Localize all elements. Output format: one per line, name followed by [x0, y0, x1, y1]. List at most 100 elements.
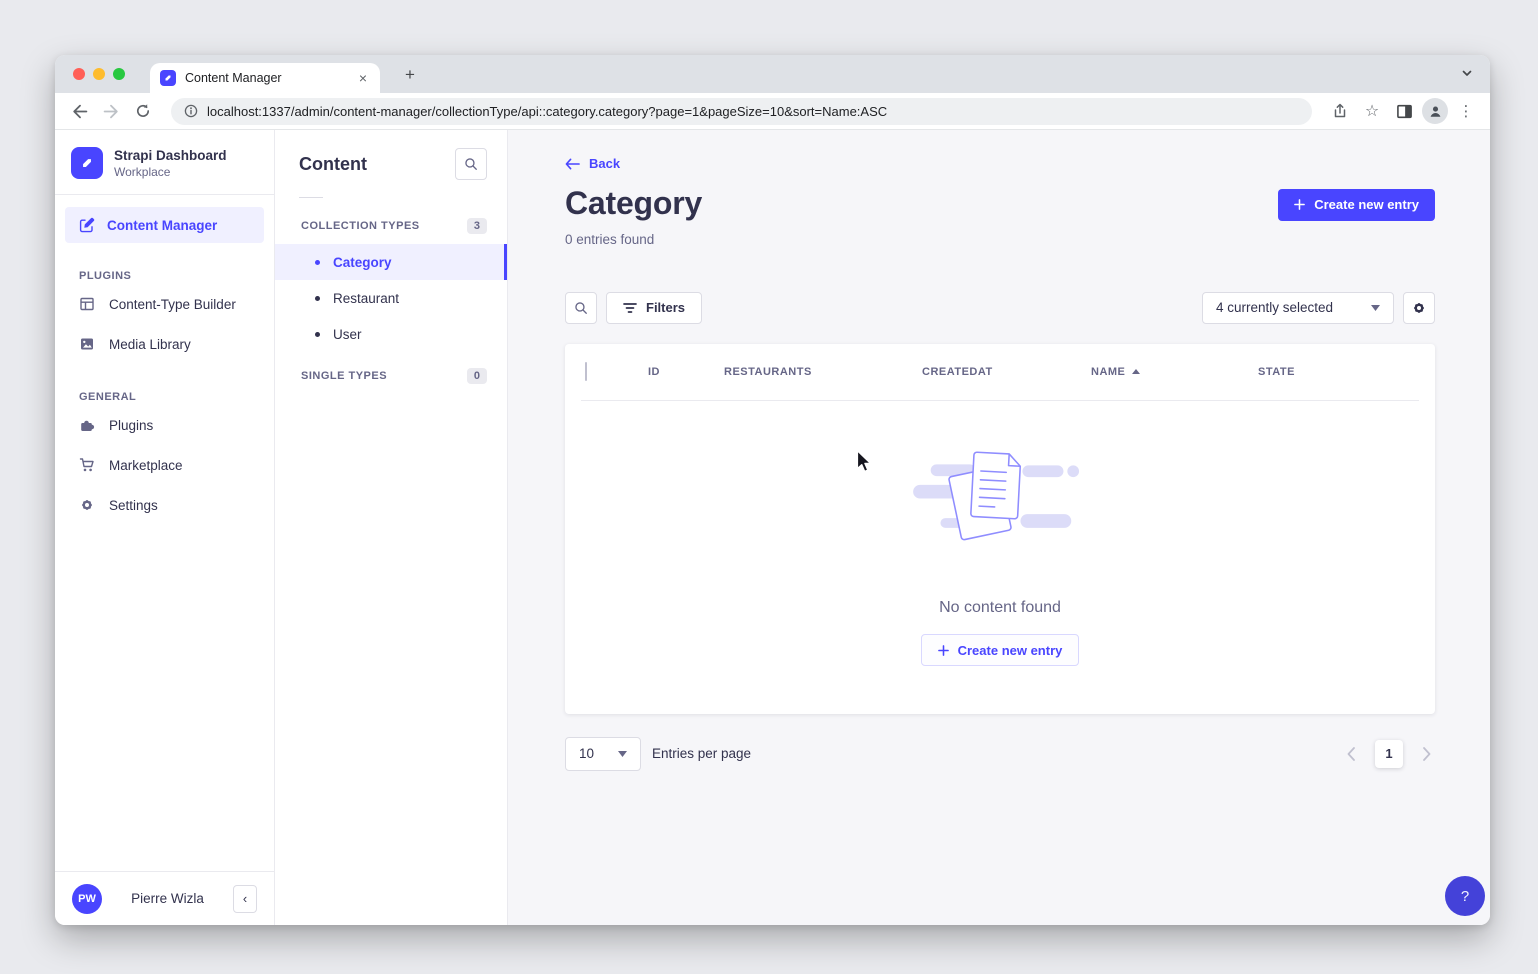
subnav-item-user[interactable]: User	[275, 316, 507, 352]
image-icon	[79, 336, 95, 352]
column-header-id[interactable]: ID	[648, 365, 660, 378]
browser-profile-avatar[interactable]	[1422, 98, 1448, 124]
sidebar-item-label: Plugins	[109, 417, 154, 433]
url-text[interactable]: localhost:1337/admin/content-manager/col…	[207, 103, 888, 119]
strapi-app: Strapi Dashboard Workplace Content Manag…	[55, 130, 1490, 925]
browser-tab[interactable]: Content Manager ×	[150, 63, 380, 93]
collection-types-label: COLLECTION TYPES	[301, 220, 420, 232]
sidebar-item-label: Marketplace	[109, 457, 183, 473]
entries-table: ID RESTAURANTS CREATEDAT NAME STATE	[565, 343, 1435, 714]
subnav-divider	[299, 197, 323, 198]
empty-documents-illustration	[907, 440, 1093, 567]
sidebar-item-label: Settings	[109, 497, 158, 513]
view-settings-button[interactable]	[1403, 291, 1435, 324]
content-subnav: Content COLLECTION TYPES 3 Category	[275, 130, 508, 925]
sidebar-section-plugins-label: PLUGINS	[79, 270, 132, 282]
select-all-checkbox[interactable]	[585, 361, 587, 381]
bookmark-star-icon[interactable]: ☆	[1364, 103, 1380, 120]
column-header-name[interactable]: NAME	[1091, 366, 1258, 378]
subnav-item-restaurant[interactable]: Restaurant	[275, 280, 507, 316]
bullet-icon	[315, 259, 320, 265]
page-title: Category	[565, 184, 703, 221]
caret-down-icon	[1371, 304, 1380, 311]
main-content: Back Category Create new entry 0 entries…	[508, 130, 1490, 925]
new-tab-button[interactable]: +	[405, 65, 415, 84]
bullet-icon	[315, 331, 320, 337]
tab-search-chevron-icon[interactable]	[1460, 66, 1474, 85]
entries-count: 0 entries found	[565, 231, 655, 247]
collapse-sidebar-button[interactable]: ‹	[233, 884, 257, 913]
sidebar-item-content-type-builder[interactable]: Content-Type Builder	[55, 284, 274, 324]
user-area: PW Pierre Wizla ‹	[55, 871, 274, 925]
main-sidebar: Strapi Dashboard Workplace Content Manag…	[55, 130, 275, 925]
previous-page-chevron-icon[interactable]	[1343, 746, 1359, 762]
sidebar-item-marketplace[interactable]: Marketplace	[55, 445, 274, 485]
column-header-state[interactable]: STATE	[1258, 365, 1295, 378]
sidebar-divider	[55, 194, 274, 195]
empty-state-message: No content found	[939, 599, 1061, 616]
plus-icon	[937, 644, 949, 656]
sidebar-item-label: Content Manager	[107, 217, 218, 233]
maximize-window-button[interactable]	[113, 68, 125, 80]
subnav-search-button[interactable]	[455, 148, 487, 180]
search-entries-button[interactable]	[565, 291, 597, 324]
plus-icon	[1294, 199, 1306, 210]
sidebar-item-media-library[interactable]: Media Library	[55, 324, 274, 364]
single-types-count-badge: 0	[466, 368, 487, 384]
edit-pen-icon	[79, 217, 95, 233]
forward-nav-icon[interactable]	[97, 97, 125, 125]
page-size-dropdown[interactable]: 10	[565, 736, 641, 771]
search-icon	[574, 301, 588, 315]
sidebar-item-content-manager[interactable]: Content Manager	[65, 207, 264, 243]
share-icon[interactable]	[1326, 97, 1354, 125]
table-header-row: ID RESTAURANTS CREATEDAT NAME STATE	[565, 344, 1435, 400]
page-number-button[interactable]: 1	[1375, 739, 1403, 768]
workspace-title: Strapi Dashboard	[114, 147, 227, 163]
help-button[interactable]: ?	[1445, 876, 1485, 916]
tab-close-icon[interactable]: ×	[358, 70, 367, 86]
reload-icon[interactable]	[129, 97, 157, 125]
close-window-button[interactable]	[73, 68, 85, 80]
back-link[interactable]: Back	[565, 156, 620, 171]
browser-window: Content Manager × + localho	[55, 55, 1490, 925]
create-entry-button[interactable]: Create new entry	[1278, 188, 1435, 221]
minimize-window-button[interactable]	[93, 68, 105, 80]
empty-create-entry-button[interactable]: Create new entry	[920, 634, 1080, 666]
sidebar-section-general-label: GENERAL	[79, 391, 137, 403]
side-panel-icon[interactable]	[1390, 97, 1418, 125]
bullet-icon	[315, 295, 320, 301]
browser-menu-icon[interactable]: ⋮	[1458, 103, 1474, 120]
collection-types-count-badge: 3	[466, 218, 487, 234]
fields-selected-dropdown[interactable]: 4 currently selected	[1202, 291, 1394, 324]
subnav-item-label: Restaurant	[333, 290, 400, 306]
cart-icon	[79, 457, 95, 473]
subnav-item-category[interactable]: Category	[275, 244, 507, 280]
table-header-divider	[581, 399, 1419, 401]
column-header-createdat[interactable]: CREATEDAT	[922, 365, 993, 378]
filters-button[interactable]: Filters	[606, 291, 703, 324]
sidebar-item-label: Media Library	[109, 336, 191, 352]
site-info-icon[interactable]	[184, 104, 198, 118]
column-header-restaurants[interactable]: RESTAURANTS	[724, 365, 812, 378]
sidebar-item-settings[interactable]: Settings	[55, 485, 274, 525]
filter-icon	[623, 302, 637, 314]
tab-strip: Content Manager × +	[55, 55, 1490, 93]
subnav-item-label: User	[333, 326, 362, 342]
strapi-logo-icon	[71, 147, 103, 179]
next-page-chevron-icon[interactable]	[1419, 746, 1435, 762]
subnav-title: Content	[299, 153, 367, 174]
back-nav-icon[interactable]	[65, 97, 93, 125]
sort-ascending-icon	[1132, 369, 1141, 374]
strapi-favicon-icon	[160, 70, 176, 86]
sidebar-item-plugins[interactable]: Plugins	[55, 405, 274, 445]
address-bar[interactable]: localhost:1337/admin/content-manager/col…	[171, 97, 1312, 125]
traffic-lights	[73, 68, 125, 80]
tab-title: Content Manager	[185, 71, 282, 85]
gear-icon	[79, 497, 95, 513]
workspace-brand[interactable]: Strapi Dashboard Workplace	[55, 130, 274, 194]
user-avatar[interactable]: PW	[72, 883, 102, 914]
arrow-left-icon	[565, 158, 580, 170]
caret-down-icon	[618, 750, 627, 757]
empty-state: No content found Create new entry	[565, 401, 1435, 714]
